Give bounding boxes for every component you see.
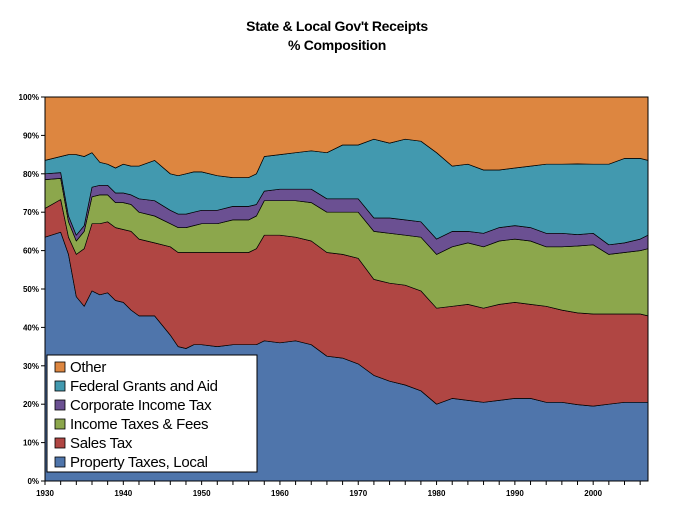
chart-title: State & Local Gov't Receipts % Compositi… (0, 17, 674, 55)
legend-box (46, 354, 258, 473)
legend-swatch-sales-tax (54, 437, 66, 449)
legend-label-property-taxes-local: Property Taxes, Local (70, 454, 208, 471)
legend-label-income-taxes-fees: Income Taxes & Fees (70, 416, 208, 433)
x-tick-label: 1960 (271, 489, 289, 498)
y-tick-label: 20% (23, 400, 39, 409)
legend-label-corporate-income-tax: Corporate Income Tax (70, 397, 212, 414)
y-tick-label: 30% (23, 362, 39, 371)
legend-label-sales-tax: Sales Tax (70, 435, 133, 452)
legend-swatch-other (54, 361, 66, 373)
x-tick-label: 1990 (506, 489, 524, 498)
x-tick-label: 2000 (584, 489, 602, 498)
x-axis: 1930 1940 1950 1960 1970 1980 1990 2000 (36, 481, 641, 498)
y-tick-label: 60% (23, 247, 39, 256)
x-tick-label: 1950 (193, 489, 211, 498)
chart-title-line: State & Local Gov't Receipts (246, 18, 428, 34)
y-tick-label: 40% (23, 323, 39, 332)
y-tick-label: 100% (19, 93, 39, 102)
legend-swatch-property-taxes-local (54, 456, 66, 468)
y-axis: 0% 10% 20% 30% 40% 50% 60% 70% 80% 90% 100% (19, 93, 45, 486)
y-tick-label: 10% (23, 439, 39, 448)
legend-swatch-federal-grants-and-aid (54, 380, 66, 392)
legend-label-federal-grants-and-aid: Federal Grants and Aid (70, 378, 218, 395)
x-tick-label: 1930 (36, 489, 54, 498)
x-tick-label: 1970 (349, 489, 367, 498)
y-tick-label: 90% (23, 131, 39, 140)
chart-subtitle-line: % Composition (288, 37, 386, 53)
x-tick-label: 1980 (428, 489, 446, 498)
legend-label-other: Other (70, 359, 106, 376)
y-tick-label: 70% (23, 208, 39, 217)
legend: Other Federal Grants and Aid Corporate Inc… (46, 354, 258, 473)
y-tick-label: 80% (23, 170, 39, 179)
legend-swatch-corporate-income-tax (54, 399, 66, 411)
y-tick-label: 0% (27, 477, 39, 486)
legend-swatch-income-taxes-fees (54, 418, 66, 430)
y-tick-label: 50% (23, 285, 39, 294)
x-tick-label: 1940 (114, 489, 132, 498)
